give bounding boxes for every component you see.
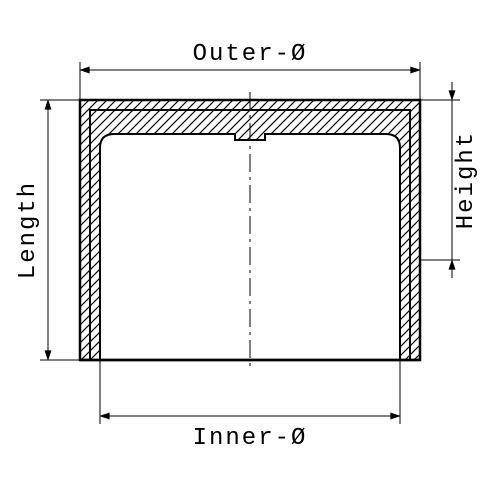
length-label: Length bbox=[15, 181, 42, 279]
outer-diameter-label: Outer-Ø bbox=[193, 41, 308, 68]
cross-section-drawing: Outer-Ø Inner-Ø Length Height bbox=[0, 0, 500, 500]
inner-diameter-label: Inner-Ø bbox=[193, 425, 308, 452]
part-section bbox=[80, 92, 420, 368]
height-label: Height bbox=[453, 131, 480, 229]
